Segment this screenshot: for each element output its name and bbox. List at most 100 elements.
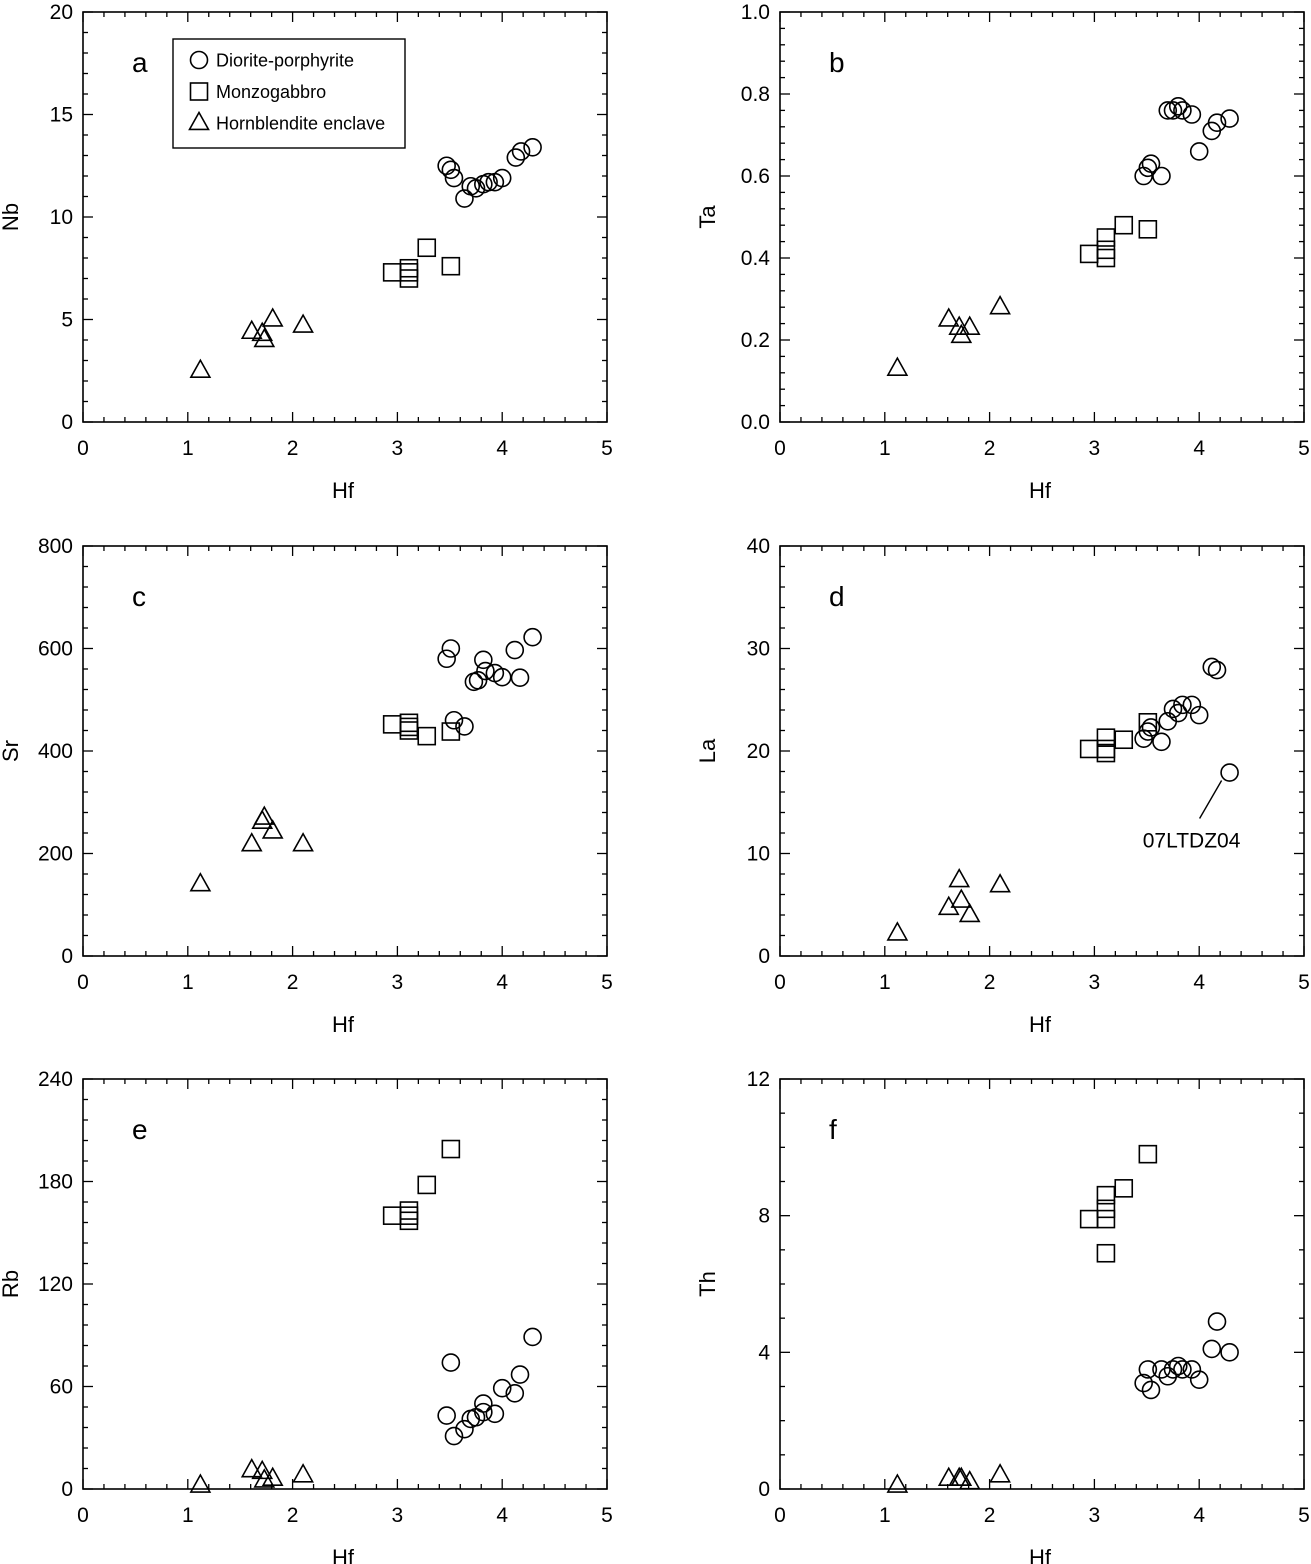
x-axis-title: Hf (332, 478, 355, 503)
square-point (441, 722, 461, 741)
x-tick-label: 0 (77, 437, 89, 460)
y-axis-title: Rb (0, 1270, 23, 1298)
x-tick-label: 3 (392, 437, 404, 460)
circle-point (1189, 142, 1209, 161)
x-tick-label: 0 (77, 1504, 89, 1527)
triangle-point (886, 1473, 909, 1493)
circle-point (1182, 105, 1202, 124)
square-point (1096, 1209, 1116, 1229)
y-tick-label: 5 (61, 309, 73, 332)
circle-point (1141, 718, 1161, 737)
circle-point (510, 1365, 530, 1384)
triangle-point (189, 1473, 212, 1493)
y-tick-label: 30 (747, 638, 770, 661)
y-tick-label: 0.0 (741, 411, 770, 434)
x-tick-label: 4 (1193, 1504, 1205, 1527)
triangle-point (189, 358, 212, 379)
circle-point (523, 1327, 542, 1347)
square-point (1138, 220, 1158, 239)
square-point (1096, 228, 1116, 247)
y-tick-label: 4 (758, 1341, 770, 1364)
square-point (1096, 240, 1116, 260)
x-tick-label: 4 (496, 1504, 508, 1527)
x-tick-label: 5 (601, 971, 613, 994)
panel-letter: f (829, 1114, 837, 1145)
x-tick-label: 4 (1193, 437, 1205, 460)
x-tick-label: 3 (1089, 1504, 1101, 1527)
circle-point (1163, 699, 1183, 719)
square-point (399, 713, 419, 733)
circle-point (1182, 695, 1202, 715)
chart-panel-e: 0 1 2 3 4 5 0 60 120 180 240 Hf Rb e (0, 1068, 613, 1564)
x-tick-label: 0 (77, 971, 89, 994)
plot-frame (779, 1078, 1305, 1490)
square-point (417, 726, 437, 746)
circle-point (1173, 695, 1192, 715)
circle-point (1141, 1380, 1161, 1400)
circle-point (1173, 1360, 1192, 1379)
x-tick-label: 0 (774, 437, 786, 460)
x-axis-title: Hf (1029, 1012, 1052, 1037)
y-tick-label: 8 (758, 1205, 770, 1228)
circle-point (492, 667, 512, 687)
triangle-point (240, 1458, 263, 1478)
triangle-point (292, 832, 314, 852)
circle-point (1207, 1312, 1227, 1331)
y-tick-label: 0.4 (741, 247, 771, 270)
y-axis-title: Th (695, 1271, 720, 1297)
y-tick-label: 0.6 (741, 165, 770, 188)
panel-letter: b (829, 47, 845, 78)
circle-point (437, 156, 456, 176)
circle-point (1189, 1370, 1209, 1389)
x-tick-label: 0 (774, 971, 786, 994)
circle-point (476, 661, 495, 681)
x-tick-label: 2 (287, 437, 299, 460)
triangle-point (989, 1463, 1011, 1483)
x-tick-label: 5 (601, 1504, 613, 1527)
chart-panel-d: 0 1 2 3 4 5 0 10 20 30 40 Hf La d 07LTDZ04 (695, 535, 1310, 1037)
x-axis-title: Hf (1029, 478, 1052, 503)
circle-point (506, 148, 526, 167)
circle-point (510, 668, 530, 688)
square-point (399, 263, 419, 282)
triangle-point (251, 321, 274, 342)
triangle-point (886, 356, 909, 376)
triangle-point (937, 307, 960, 327)
square-point (1079, 1209, 1099, 1229)
panel-letter: a (132, 47, 148, 78)
circle-point (1152, 166, 1171, 186)
circle-point (444, 1426, 464, 1446)
triangle-point (948, 315, 971, 335)
data-points (189, 138, 542, 379)
circle-point (1163, 101, 1183, 120)
chart-panel-c: 0 1 2 3 4 5 0 200 400 600 800 Hf Sr c (0, 535, 613, 1037)
triangle-point (886, 921, 909, 941)
circle-point (441, 160, 461, 180)
square-point (1096, 1199, 1116, 1219)
x-tick-label: 0 (774, 1504, 786, 1527)
circle-point (1138, 1360, 1158, 1379)
panel-letter: e (132, 1114, 148, 1145)
square-point (1079, 244, 1099, 264)
x-tick-label: 5 (1298, 1504, 1310, 1527)
square-point (1079, 739, 1099, 759)
y-tick-label: 0 (61, 1478, 73, 1501)
circle-point (1158, 101, 1178, 120)
circle-point (1220, 1343, 1239, 1362)
triangle-point (950, 888, 973, 908)
triangle-point (937, 895, 960, 916)
triangle-point (948, 867, 971, 888)
x-tick-label: 3 (1089, 437, 1101, 460)
legend-entry-label: Monzogabbro (216, 82, 326, 102)
square-point (1114, 215, 1134, 235)
circle-point (1134, 1373, 1153, 1393)
circle-point (474, 1402, 493, 1422)
panel-letter: d (829, 581, 845, 612)
x-tick-label: 4 (496, 437, 508, 460)
data-points (189, 627, 542, 892)
square-point (1114, 1179, 1134, 1198)
circle-point (485, 1404, 505, 1424)
x-tick-label: 1 (879, 971, 891, 994)
square-point (382, 715, 402, 734)
square-point (399, 269, 419, 288)
